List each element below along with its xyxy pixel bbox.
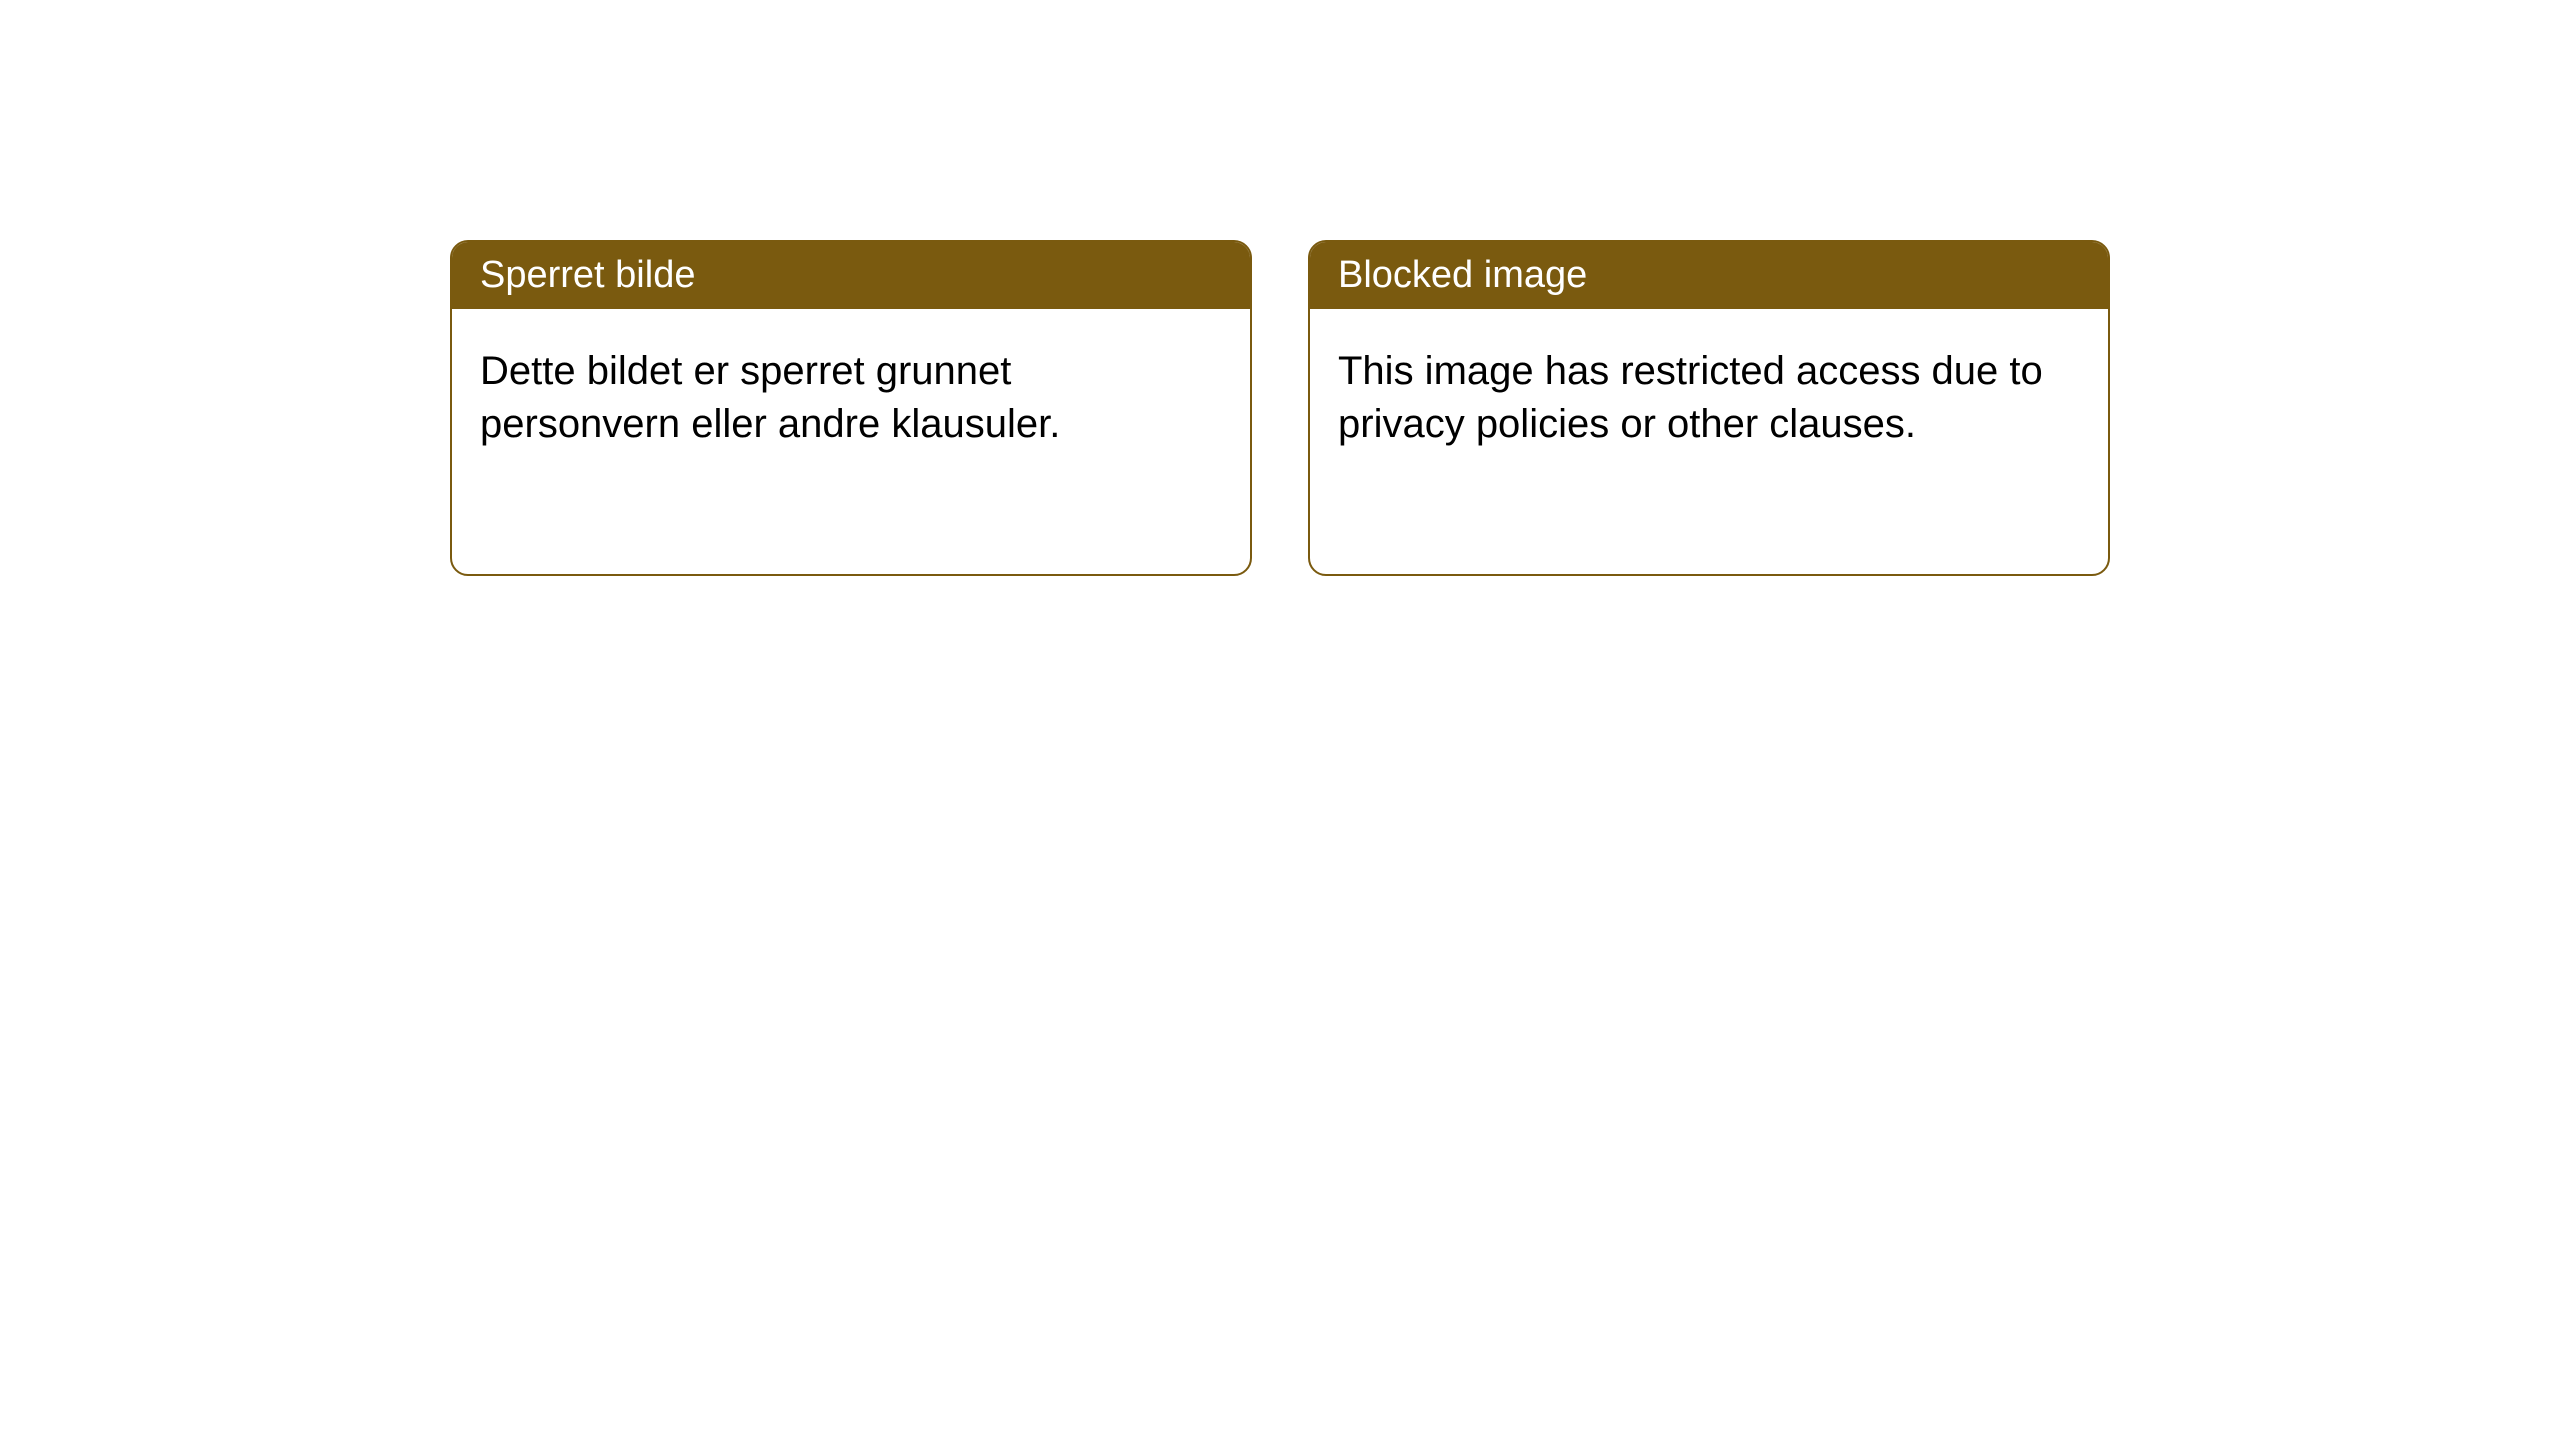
card-norwegian: Sperret bilde Dette bildet er sperret gr… xyxy=(450,240,1252,576)
card-english: Blocked image This image has restricted … xyxy=(1308,240,2110,576)
card-header-norwegian: Sperret bilde xyxy=(452,242,1250,309)
card-body-text-english: This image has restricted access due to … xyxy=(1338,349,2043,446)
card-body-text-norwegian: Dette bildet er sperret grunnet personve… xyxy=(480,349,1060,446)
card-title-norwegian: Sperret bilde xyxy=(480,254,695,296)
card-body-english: This image has restricted access due to … xyxy=(1310,309,2108,487)
card-header-english: Blocked image xyxy=(1310,242,2108,309)
card-body-norwegian: Dette bildet er sperret grunnet personve… xyxy=(452,309,1250,487)
card-container: Sperret bilde Dette bildet er sperret gr… xyxy=(0,0,2560,576)
card-title-english: Blocked image xyxy=(1338,254,1587,296)
